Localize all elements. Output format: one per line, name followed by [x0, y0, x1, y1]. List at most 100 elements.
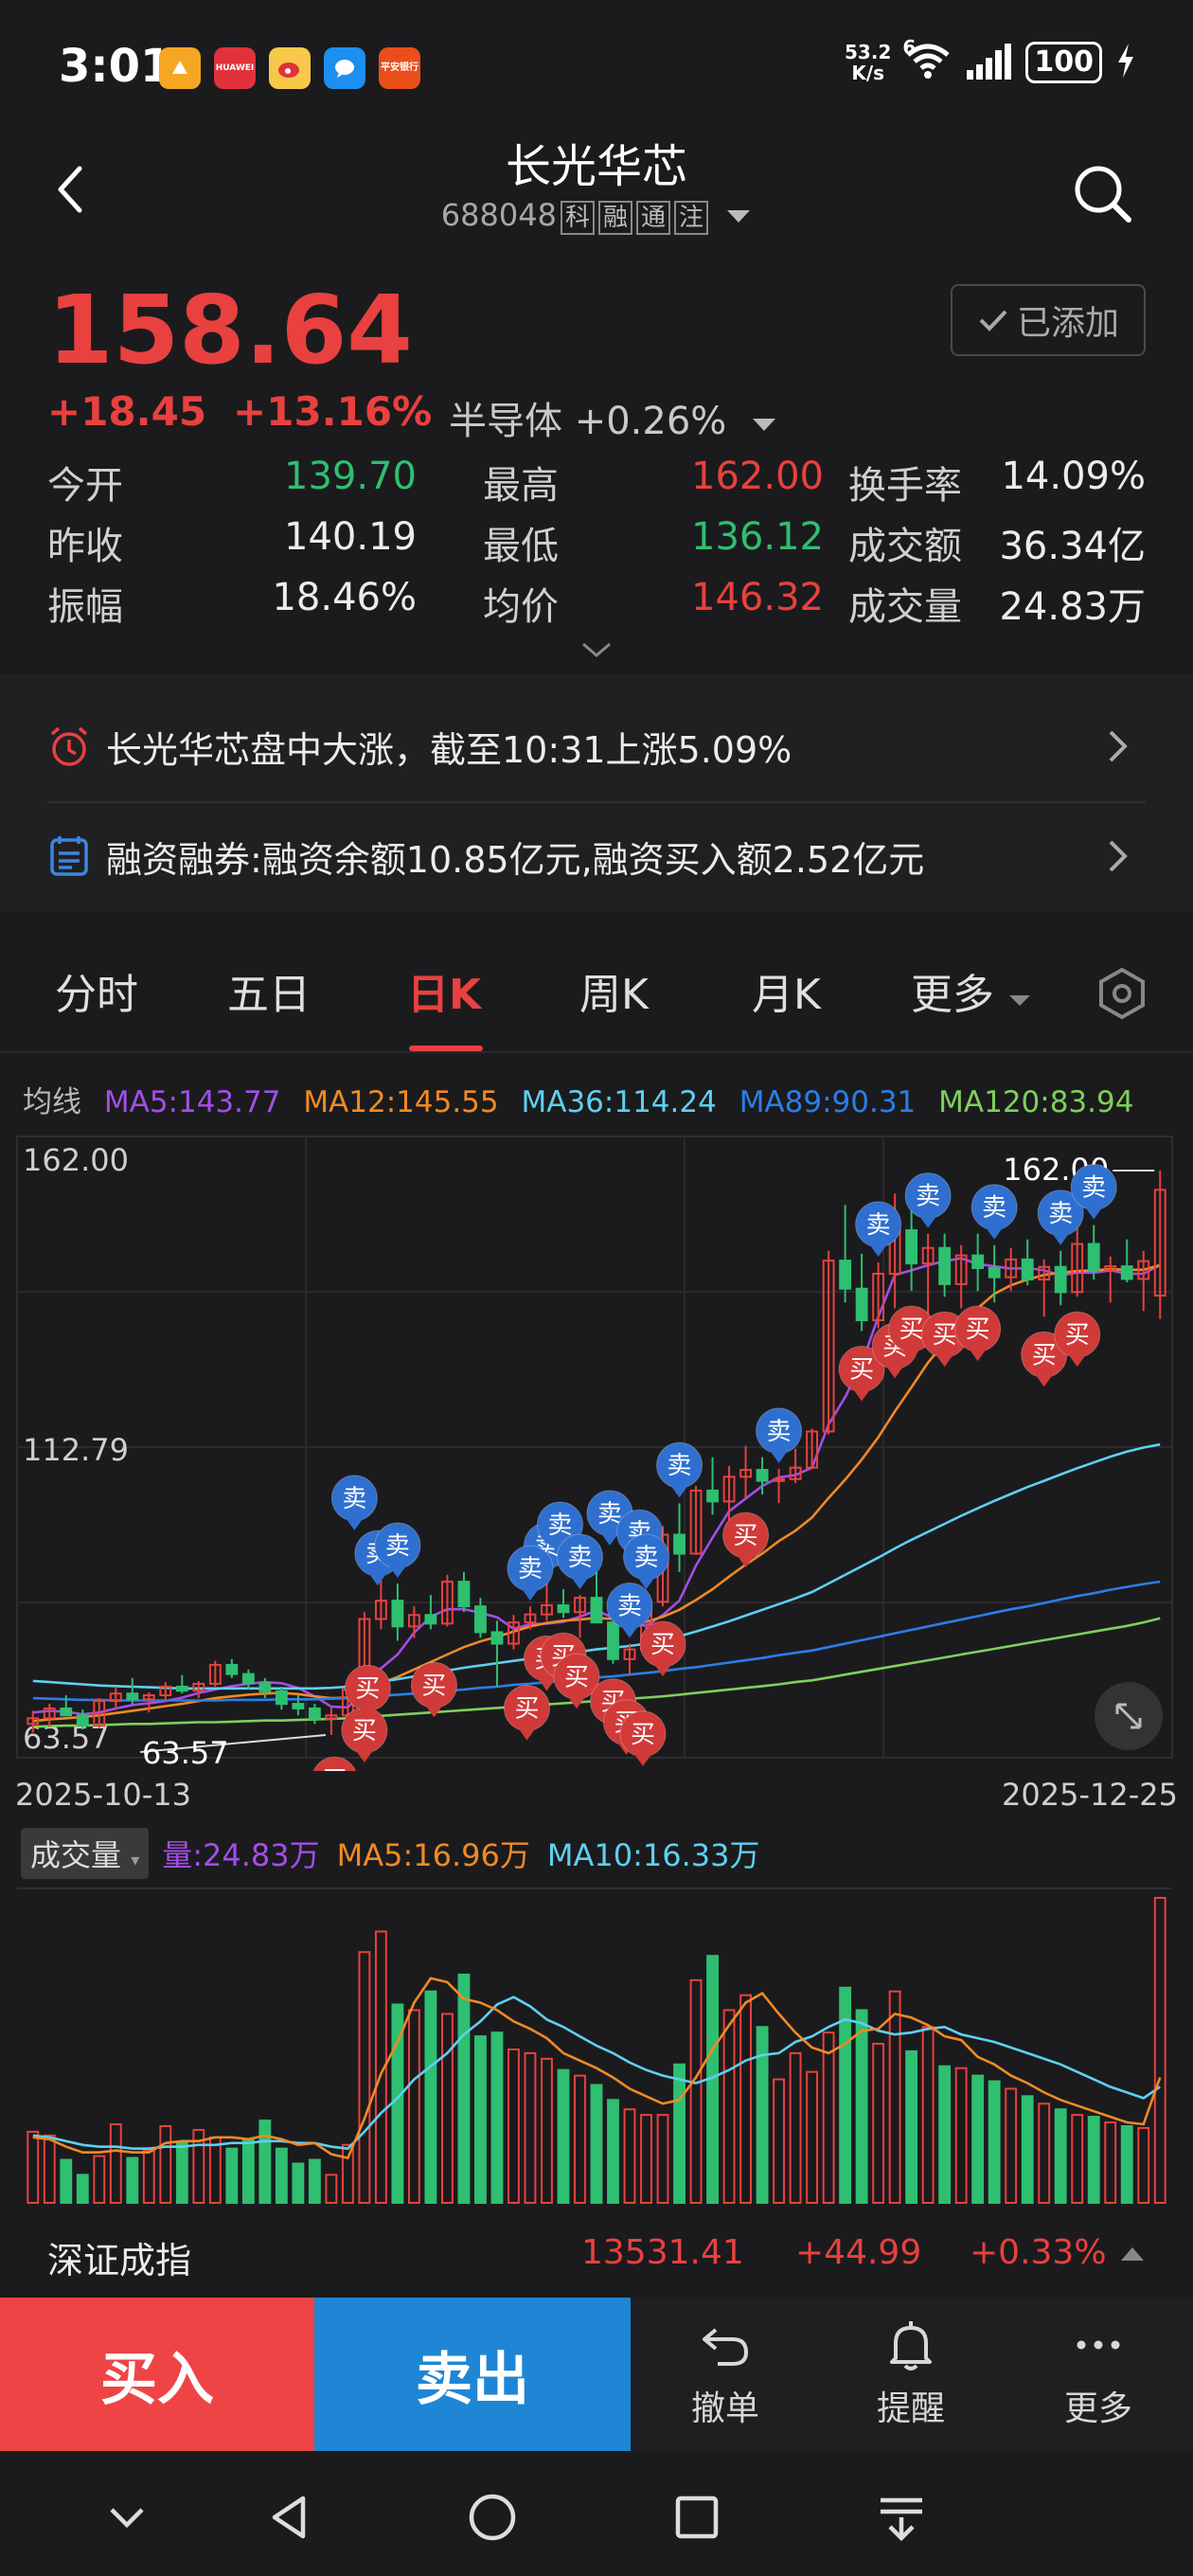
- cancel-order-button[interactable]: 撤单: [659, 2317, 792, 2430]
- signal-pointer: [600, 1531, 619, 1546]
- volume-bar: [722, 2009, 736, 2204]
- stat-label: 振幅: [47, 585, 123, 629]
- volume-bar: [1021, 2095, 1034, 2204]
- quote-stats: 今开 139.70 最高 162.00 换手率 14.09% 昨收 140.19…: [47, 455, 1146, 636]
- candle-body: [1120, 1265, 1133, 1280]
- home-circle-icon[interactable]: [464, 2489, 521, 2546]
- signal-pointer: [636, 1576, 656, 1590]
- sell-signal-marker: 卖: [756, 1407, 803, 1463]
- index-change-percent: +0.33%: [970, 2233, 1107, 2272]
- buy-signal-marker: 买: [344, 1664, 391, 1721]
- alert-button[interactable]: 提醒: [845, 2317, 977, 2430]
- candle-body: [126, 1692, 139, 1701]
- stat-label: 最低: [483, 525, 559, 568]
- signal-label: 卖: [767, 1418, 792, 1446]
- volume-bar: [773, 2078, 786, 2204]
- tab-more[interactable]: 更多: [911, 960, 1032, 1021]
- volume-tag-label: 成交量: [30, 1837, 122, 1873]
- chevron-down-icon[interactable]: [98, 2489, 155, 2546]
- signal-badge: [312, 1756, 357, 1771]
- back-triangle-icon[interactable]: [261, 2489, 318, 2546]
- tab-five-day[interactable]: 五日: [227, 971, 311, 1019]
- buy-signal-marker: 买: [553, 1653, 600, 1709]
- recents-square-icon[interactable]: [668, 2489, 725, 2546]
- volume-label: 量:24.83万: [162, 1837, 320, 1873]
- tab-weekly-k[interactable]: 周K: [579, 971, 649, 1019]
- tab-intraday[interactable]: 分时: [55, 971, 138, 1019]
- buy-signal-marker: 买: [503, 1685, 550, 1741]
- sell-signal-marker: 卖: [374, 1522, 421, 1578]
- index-ticker[interactable]: 深证成指 13531.41 +44.99 +0.33%: [0, 2210, 1193, 2296]
- volume-bar: [490, 2031, 504, 2204]
- search-button[interactable]: [1070, 161, 1136, 227]
- expand-chevron-icon[interactable]: [579, 640, 614, 659]
- news-text: 融资融券:融资余额10.85亿元,融资买入额2.52亿元: [106, 838, 925, 881]
- signal-pointer: [1051, 1231, 1071, 1245]
- signal-icon: [965, 42, 1012, 83]
- download-tray-icon[interactable]: [873, 2489, 930, 2546]
- signal-label: 买: [1032, 1341, 1057, 1369]
- current-price: 158.64: [47, 275, 413, 385]
- volume-bar: [1104, 2121, 1117, 2204]
- volume-bar: [590, 2084, 603, 2204]
- signal-pointer: [736, 1554, 756, 1568]
- candle-body: [1054, 1265, 1067, 1294]
- sell-signal-marker: 卖: [556, 1533, 603, 1590]
- ma89-label: MA89:90.31: [739, 1085, 917, 1119]
- net-speed: 53.2 K/s: [845, 41, 892, 84]
- news-item[interactable]: 融资融券:融资余额10.85亿元,融资买入额2.52亿元: [0, 801, 1193, 911]
- candle-body: [739, 1469, 752, 1478]
- sell-signal-marker: 卖: [1070, 1164, 1117, 1220]
- stat-value: 36.34亿: [999, 525, 1146, 568]
- volume-bar: [789, 2051, 802, 2204]
- buy-signal-marker: 买: [410, 1661, 457, 1718]
- caret-up-icon: [1121, 2247, 1144, 2261]
- stock-code-row[interactable]: 688048 科融通注: [0, 197, 1193, 235]
- sell-signal-marker: 卖: [606, 1583, 653, 1638]
- volume-bar: [905, 2049, 918, 2204]
- candlestick-chart[interactable]: 162.00112.7963.57162.0063.57卖买卖买买卖买买卖卖买卖…: [0, 1127, 1193, 1771]
- volume-bar: [739, 1994, 752, 2205]
- signal-label: 卖: [547, 1512, 572, 1540]
- back-button[interactable]: [47, 161, 95, 218]
- candle-body: [490, 1631, 504, 1645]
- candle-body: [1087, 1243, 1100, 1272]
- candle-body: [474, 1605, 487, 1634]
- signal-label: 卖: [634, 1544, 659, 1572]
- candle-body: [109, 1692, 122, 1703]
- candle-body: [590, 1597, 603, 1624]
- date-axis: 2025-10-13 2025-12-25: [15, 1777, 1178, 1813]
- signal-label: 买: [631, 1721, 655, 1749]
- buy-button[interactable]: 买入: [0, 2298, 314, 2451]
- volume-bar: [689, 1978, 703, 2205]
- candle-body: [1038, 1265, 1051, 1281]
- candle-body: [325, 1714, 338, 1720]
- news-item[interactable]: 长光华芯盘中大涨，截至10:31上涨5.09%: [0, 691, 1193, 801]
- signal-label: 买: [933, 1321, 957, 1350]
- wifi-icon: 6: [902, 36, 952, 83]
- signal-label: 卖: [916, 1183, 940, 1211]
- candle-body: [457, 1581, 471, 1608]
- candle-body: [192, 1682, 205, 1692]
- sell-button[interactable]: 卖出: [314, 2298, 631, 2451]
- volume-bar: [1137, 2126, 1150, 2204]
- chart-settings-button[interactable]: [1095, 966, 1149, 1021]
- tab-daily-k[interactable]: 日K: [407, 971, 482, 1019]
- sector-selector[interactable]: 半导体 +0.26%: [449, 390, 778, 445]
- trade-action-bar: 买入 卖出 撤单 提醒 更多: [0, 2298, 1193, 2451]
- volume-bar: [341, 2143, 354, 2205]
- fullscreen-icon[interactable]: [1095, 1682, 1163, 1750]
- tab-monthly-k[interactable]: 月K: [752, 971, 821, 1019]
- ma-legend[interactable]: 均线 MA5:143.77 MA12:145.55 MA36:114.24 MA…: [23, 1078, 1147, 1120]
- volume-indicator-selector[interactable]: 成交量 ▾: [21, 1828, 150, 1879]
- candle-body: [673, 1533, 686, 1555]
- candle-body: [822, 1260, 835, 1433]
- buy-signal-marker: 买: [1054, 1311, 1101, 1368]
- signal-label: 卖: [1048, 1200, 1073, 1228]
- candle-body: [308, 1707, 321, 1720]
- volume-chart[interactable]: [0, 1885, 1193, 2207]
- volume-bar: [1005, 2087, 1018, 2204]
- more-button[interactable]: 更多: [1032, 2317, 1165, 2430]
- added-watchlist-button[interactable]: 已添加: [951, 284, 1146, 356]
- signal-pointer: [345, 1516, 365, 1530]
